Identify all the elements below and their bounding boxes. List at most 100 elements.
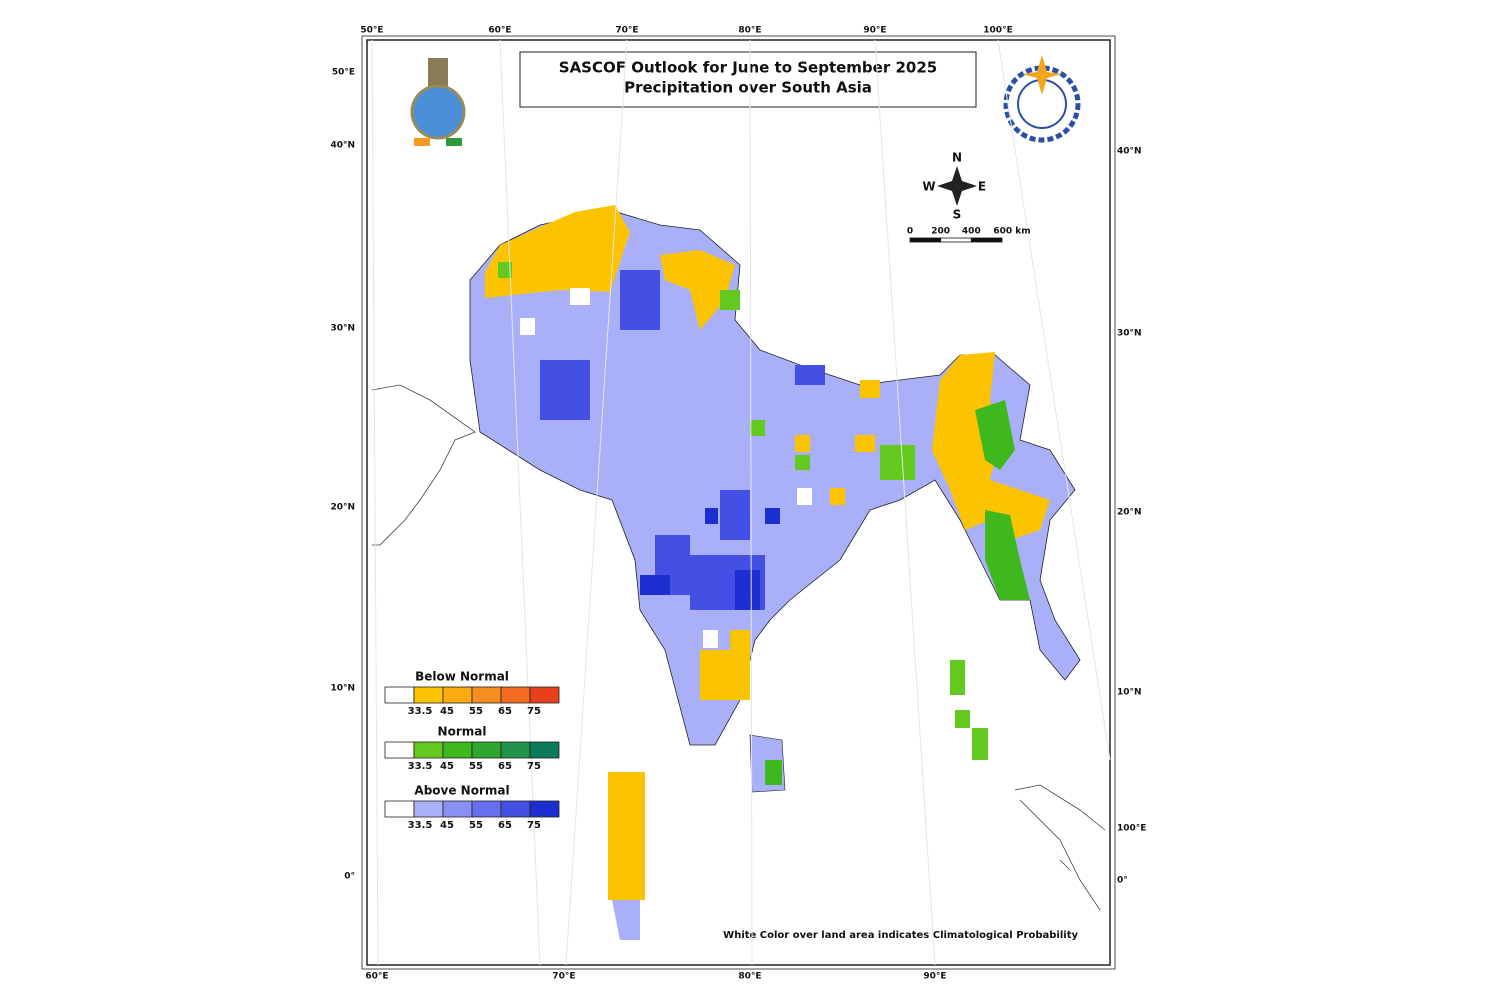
- right-label: 0°: [1117, 876, 1128, 886]
- bottom-label: 70°E: [552, 972, 575, 982]
- top-label: 60°E: [488, 26, 511, 36]
- legend-swatch: [529, 686, 560, 704]
- compass-e: E: [978, 180, 986, 194]
- legend-tick: 33.5: [408, 820, 433, 831]
- bottom-label: 90°E: [923, 972, 946, 982]
- right-label: 30°N: [1117, 329, 1142, 339]
- logo-band: [446, 138, 462, 146]
- legend-swatch: [384, 741, 415, 759]
- bottom-label: 80°E: [738, 972, 761, 982]
- below-normal-north: [485, 205, 630, 298]
- graticule: [749, 39, 753, 966]
- graticule: [565, 39, 628, 966]
- legend-title: Above Normal: [414, 784, 509, 798]
- below-normal-south: [700, 630, 750, 700]
- legend-tick: 75: [527, 761, 541, 772]
- title-line: Precipitation over South Asia: [624, 79, 872, 97]
- legend-swatch: [413, 686, 444, 704]
- right-label: 20°N: [1117, 508, 1142, 518]
- legend-tick: 55: [469, 820, 483, 831]
- below-normal-kashmir: [660, 250, 735, 330]
- right-label: 100°E: [1117, 824, 1146, 834]
- compass-s: S: [953, 208, 962, 222]
- arabia-coast: [371, 384, 476, 546]
- above-normal-maldives: [612, 900, 640, 940]
- normal-myanmar: [975, 400, 1030, 600]
- legend-tick: 65: [498, 706, 512, 717]
- right-label: 10°N: [1117, 688, 1142, 698]
- right-label: 40°N: [1117, 147, 1142, 157]
- imd-logo: [410, 58, 466, 146]
- bottom-label: 60°E: [365, 972, 388, 982]
- scale-label: 600 km: [993, 227, 1030, 237]
- left-label: 0°: [344, 872, 355, 882]
- legend-swatch: [529, 800, 560, 818]
- legend-tick: 45: [440, 820, 454, 831]
- scale-label: 0: [907, 227, 913, 237]
- title-box: [519, 51, 977, 108]
- legend-swatch: [500, 800, 531, 818]
- top-label: 100°E: [983, 26, 1012, 36]
- top-label: 90°E: [863, 26, 886, 36]
- top-label: 80°E: [738, 26, 761, 36]
- below-normal-spots: [795, 380, 880, 505]
- legend-tick: 75: [527, 820, 541, 831]
- legend-swatch: [500, 686, 531, 704]
- compass-rose: [937, 166, 977, 206]
- below-normal-maldives: [608, 772, 645, 900]
- legend-tick: 65: [498, 820, 512, 831]
- legend-swatch: [471, 686, 502, 704]
- top-label: 50°E: [360, 26, 383, 36]
- star: [1022, 55, 1062, 95]
- compass: N E S W: [922, 151, 986, 222]
- legend-tick: 55: [469, 761, 483, 772]
- map-layer: [371, 205, 1106, 940]
- legend-swatch: [442, 800, 473, 818]
- normal-sri-lanka: [765, 760, 782, 785]
- graticule: [997, 39, 1111, 761]
- left-label: 50°E: [332, 68, 355, 78]
- scale-label: 200: [931, 227, 950, 237]
- legend-tick: 33.5: [408, 706, 433, 717]
- legend-tick: 45: [440, 706, 454, 717]
- map-frame: [366, 39, 1111, 966]
- above-normal-highest: [640, 508, 780, 610]
- above-normal-high: [540, 270, 825, 610]
- legend-title: Below Normal: [415, 670, 509, 684]
- scale-segment: [970, 237, 1003, 243]
- note: White Color over land area indicates Cli…: [723, 930, 1078, 941]
- left-label: 30°N: [330, 324, 355, 334]
- scale-segment: [909, 237, 942, 243]
- laurel: [1003, 65, 1081, 143]
- top-label: 70°E: [615, 26, 638, 36]
- legend-tick: 33.5: [408, 761, 433, 772]
- graticule: [371, 39, 379, 966]
- scale-label: 400: [962, 227, 981, 237]
- compass-n: N: [952, 151, 962, 165]
- legend-swatch: [529, 741, 560, 759]
- legend-swatch: [500, 741, 531, 759]
- left-label: 40°N: [330, 141, 355, 151]
- legend-tick: 65: [498, 761, 512, 772]
- legend-swatch: [384, 800, 415, 818]
- scale-segment: [940, 237, 972, 243]
- logo-band: [414, 138, 430, 146]
- left-label: 10°N: [330, 684, 355, 694]
- legend-swatch: [384, 686, 415, 704]
- graticule: [874, 39, 936, 966]
- emblem: [428, 58, 448, 88]
- left-label: 20°N: [330, 503, 355, 513]
- title-line: SASCOF Outlook for June to September 202…: [559, 59, 937, 77]
- se-asia-coast: [1014, 784, 1106, 911]
- map-frame-outer: [361, 35, 1116, 970]
- wmo-logo: [1003, 55, 1081, 143]
- compass-w: W: [922, 180, 935, 194]
- logo-globe: [410, 84, 466, 140]
- legend-swatch: [413, 800, 444, 818]
- legend-tick: 55: [469, 706, 483, 717]
- legend-swatch: [442, 741, 473, 759]
- legend-title: Normal: [438, 725, 487, 739]
- legend-swatch: [471, 800, 502, 818]
- legend-tick: 75: [527, 706, 541, 717]
